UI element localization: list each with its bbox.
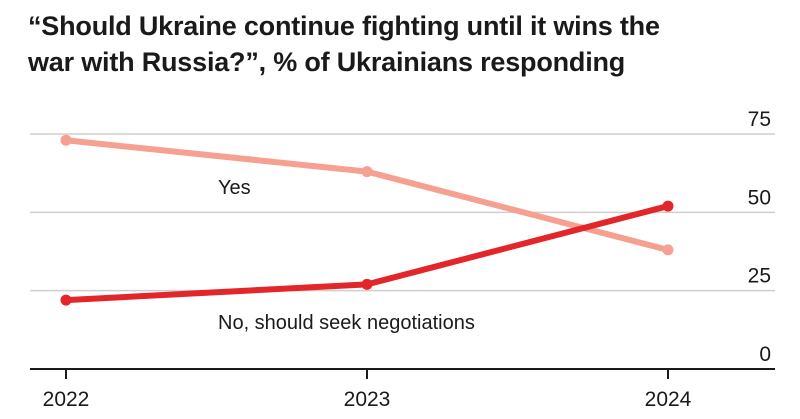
data-point: [361, 166, 373, 178]
series-lines: [60, 134, 674, 306]
data-point: [60, 134, 72, 146]
series-labels: Yes No, should seek negotiations: [218, 177, 475, 334]
x-axis: [30, 368, 775, 379]
y-tick-label: 50: [748, 186, 771, 209]
y-tick-label: 0: [759, 343, 771, 366]
data-point: [662, 200, 674, 212]
series-0: [60, 134, 674, 256]
series-1: [60, 200, 674, 306]
x-axis-tick-labels: 2022 2023 2024: [43, 388, 692, 411]
series-label-yes: Yes: [218, 177, 251, 199]
x-tick-label: 2024: [645, 388, 692, 411]
y-tick-label: 75: [748, 108, 771, 131]
gridlines: [30, 133, 775, 292]
y-tick-label: 25: [748, 265, 771, 288]
chart-title: “Should Ukraine continue fighting until …: [28, 11, 660, 77]
x-tick-label: 2022: [43, 388, 90, 411]
data-point: [361, 278, 373, 290]
data-point: [60, 294, 72, 306]
series-line: [63, 137, 671, 253]
data-point: [662, 244, 674, 256]
y-axis-tick-labels: 0 25 50 75: [748, 108, 771, 366]
x-tick-label: 2023: [344, 388, 391, 411]
series-label-no: No, should seek negotiations: [218, 312, 475, 334]
